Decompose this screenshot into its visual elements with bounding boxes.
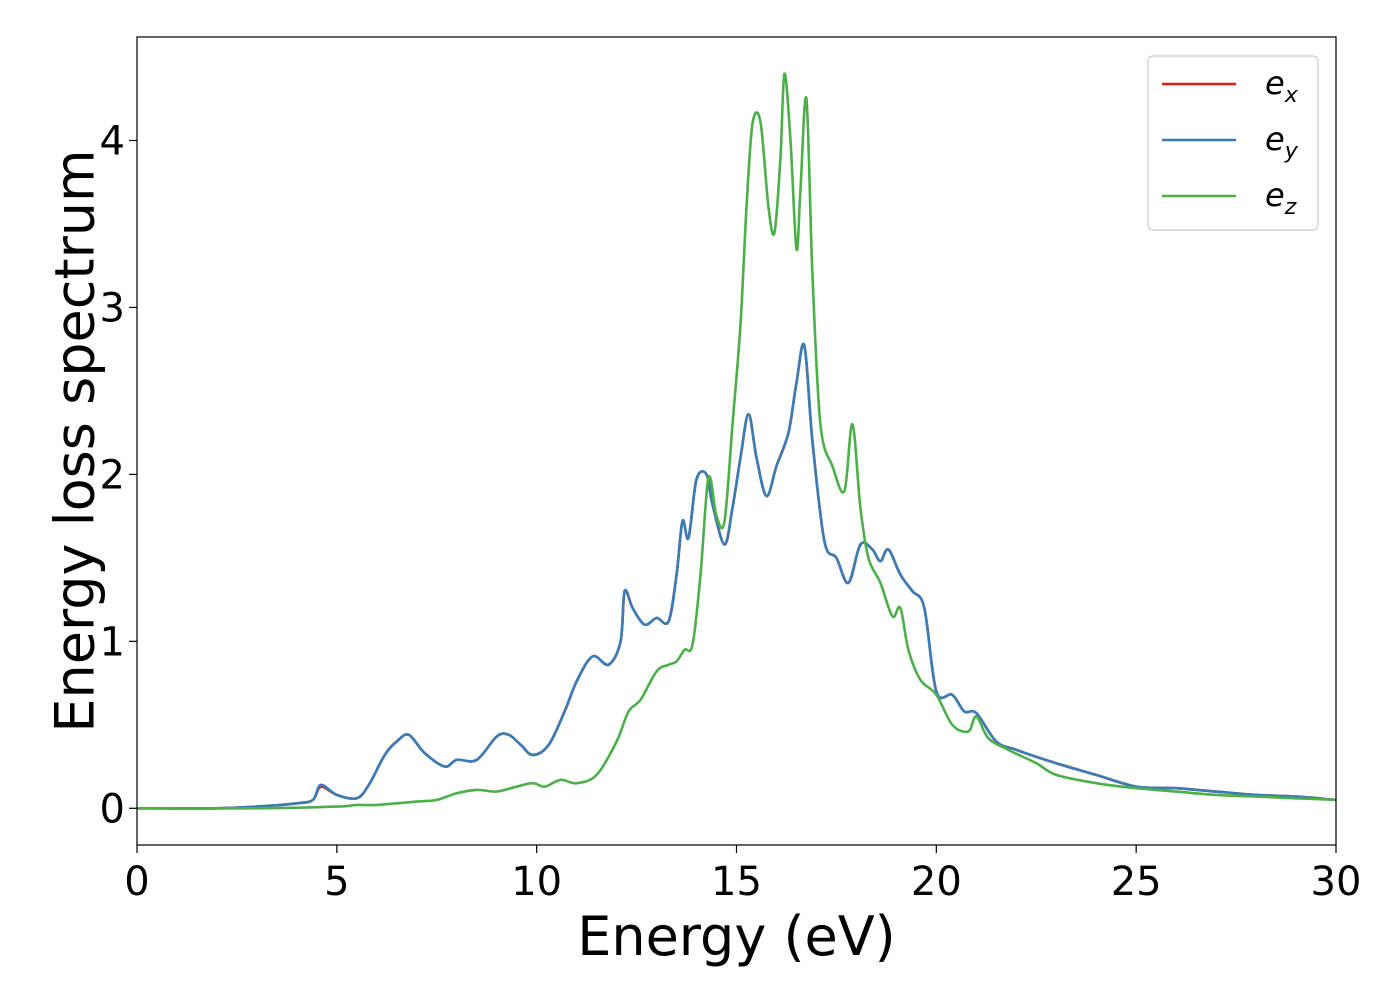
- legend-box: [1147, 55, 1319, 231]
- y-tick-label: 4: [100, 119, 125, 165]
- y-axis-ticks: 0 1 2 3 4: [100, 119, 137, 832]
- x-tick-label: 10: [511, 859, 562, 905]
- x-tick-label: 30: [1311, 859, 1362, 905]
- y-tick-label: 2: [100, 452, 125, 498]
- x-tick-label: 15: [711, 859, 762, 905]
- legend-label-ez: ez: [1265, 176, 1297, 220]
- x-tick-label: 5: [324, 859, 349, 905]
- y-axis-label: Energy loss spectrum: [44, 149, 107, 732]
- series-line-ex: [136, 342, 1337, 810]
- y-tick-label: 3: [100, 285, 125, 331]
- x-tick-label: 20: [911, 859, 962, 905]
- y-tick-label: 1: [100, 619, 125, 665]
- series-line-ey: [136, 342, 1337, 810]
- x-axis-ticks: 0 5 10 15 20 25 30: [124, 845, 1361, 905]
- series-line-ez: [136, 72, 1337, 810]
- y-tick-label: 0: [100, 786, 125, 832]
- plot-lines: [136, 72, 1337, 810]
- x-tick-label: 0: [124, 859, 149, 905]
- x-axis-label: Energy (eV): [577, 905, 896, 968]
- x-tick-label: 25: [1111, 859, 1162, 905]
